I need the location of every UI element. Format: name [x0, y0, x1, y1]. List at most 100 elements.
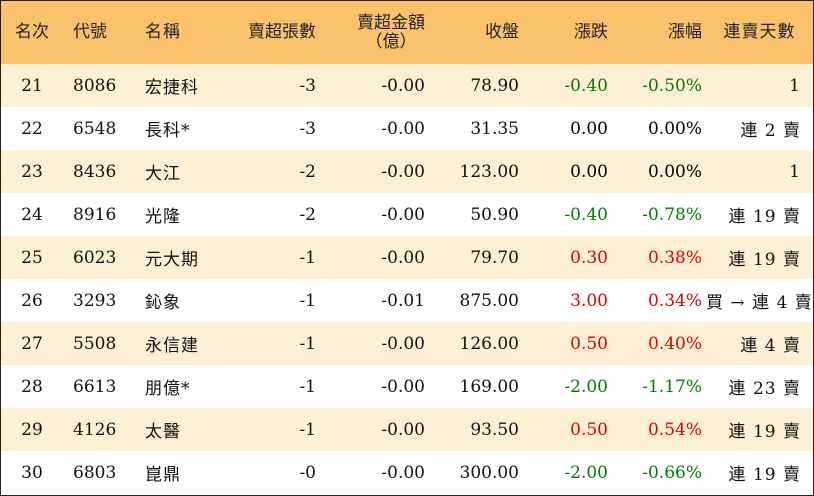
change-cell: -2.00	[564, 462, 608, 483]
consecutive-days-cell: 1	[789, 161, 801, 182]
table-row[interactable]: 21 8086 宏捷科 -3 -0.00 78.90 -0.40 -0.50% 1	[1, 64, 813, 107]
sell-volume-cell: -1	[299, 419, 316, 440]
stock-code-cell[interactable]: 6803	[73, 462, 117, 483]
consecutive-days-cell: 連 23 賣	[728, 379, 801, 399]
sell-amount-cell: -0.00	[381, 419, 425, 440]
stock-name-cell[interactable]: 元大期	[145, 250, 199, 270]
consecutive-days-cell: 買 → 連 4 賣	[706, 293, 813, 313]
consecutive-days-cell: 連 4 賣	[740, 336, 801, 356]
table-row[interactable]: 28 6613 朋億* -1 -0.00 169.00 -2.00 -1.17% 連 23 賣	[1, 365, 813, 408]
stock-name-cell[interactable]: 永信建	[145, 336, 199, 356]
close-price-cell: 169.00	[459, 376, 519, 397]
header-sell-amount-label: 賣超金額 （億）	[357, 12, 425, 52]
table-row[interactable]: 27 5508 永信建 -1 -0.00 126.00 0.50 0.40% 連 4 賣	[1, 322, 813, 365]
change-percent-cell: -0.66%	[642, 462, 702, 483]
header-close[interactable]: 收盤	[485, 22, 519, 42]
stock-name-cell[interactable]: 光隆	[145, 207, 181, 227]
consecutive-days-cell: 連 19 賣	[728, 207, 801, 227]
sell-amount-cell: -0.00	[381, 333, 425, 354]
close-price-cell: 31.35	[470, 118, 519, 139]
header-name[interactable]: 名稱	[145, 22, 181, 42]
rank-cell: 22	[21, 118, 43, 139]
rank-cell: 21	[21, 75, 43, 96]
change-cell: 0.00	[570, 161, 608, 182]
header-code[interactable]: 代號	[73, 22, 107, 42]
table-row[interactable]: 26 3293 鈊象 -1 -0.01 875.00 3.00 0.34% 買 → 連 4 賣	[1, 279, 813, 322]
stock-code-cell[interactable]: 4126	[73, 419, 117, 440]
sell-amount-cell: -0.00	[381, 204, 425, 225]
sell-amount-cell: -0.00	[381, 161, 425, 182]
stock-code-cell[interactable]: 8436	[73, 161, 117, 182]
header-rank[interactable]: 名次	[15, 22, 49, 42]
sell-amount-cell: -0.00	[381, 75, 425, 96]
sell-volume-cell: -3	[299, 118, 316, 139]
table-body: 21 8086 宏捷科 -3 -0.00 78.90 -0.40 -0.50% 1 22 6548 長…	[1, 64, 813, 494]
rank-cell: 29	[21, 419, 43, 440]
rank-cell: 28	[21, 376, 43, 397]
rank-cell: 25	[21, 247, 43, 268]
header-sell-amount[interactable]: 賣超金額 （億）	[320, 1, 429, 64]
close-price-cell: 50.90	[470, 204, 519, 225]
change-percent-cell: 0.40%	[647, 333, 702, 354]
header-sell-amount-line2: （億）	[365, 31, 417, 52]
table-row[interactable]: 22 6548 長科* -3 -0.00 31.35 0.00 0.00% 連 2 賣	[1, 107, 813, 150]
stock-name-cell[interactable]: 朋億*	[145, 379, 191, 399]
change-cell: -2.00	[564, 376, 608, 397]
sell-volume-cell: -1	[299, 333, 316, 354]
header-sell-volume[interactable]: 賣超張數	[248, 22, 316, 42]
stock-name-cell[interactable]: 崑鼎	[145, 465, 181, 485]
change-cell: 3.00	[570, 290, 608, 311]
stock-code-cell[interactable]: 8916	[73, 204, 117, 225]
change-percent-cell: -0.78%	[642, 204, 702, 225]
close-price-cell: 123.00	[459, 161, 519, 182]
sell-amount-cell: -0.00	[381, 247, 425, 268]
header-sell-amount-line1: 賣超金額	[357, 12, 425, 33]
change-percent-cell: 0.34%	[647, 290, 702, 311]
stock-code-cell[interactable]: 6023	[73, 247, 117, 268]
rank-cell: 26	[21, 290, 43, 311]
change-percent-cell: 0.00%	[647, 118, 702, 139]
stock-code-cell[interactable]: 5508	[73, 333, 117, 354]
change-percent-cell: 0.00%	[647, 161, 702, 182]
rank-cell: 23	[21, 161, 43, 182]
sell-volume-cell: -3	[299, 75, 316, 96]
consecutive-days-cell: 連 19 賣	[728, 250, 801, 270]
header-consecutive-days[interactable]: 連賣天數	[723, 22, 796, 42]
sell-volume-cell: -1	[299, 290, 316, 311]
stock-code-cell[interactable]: 6548	[73, 118, 117, 139]
consecutive-days-cell: 連 19 賣	[728, 465, 801, 485]
header-row: 名次 代號 名稱 賣超張數 賣超金額 （億） 收盤 漲跌 漲幅 連賣天數	[1, 1, 813, 64]
stock-name-cell[interactable]: 宏捷科	[145, 78, 199, 98]
consecutive-days-cell: 1	[789, 75, 801, 96]
stock-name-cell[interactable]: 太醫	[145, 422, 181, 442]
stock-name-cell[interactable]: 鈊象	[145, 293, 181, 313]
sell-volume-cell: -0	[299, 462, 316, 483]
change-percent-cell: 0.38%	[647, 247, 702, 268]
change-cell: 0.00	[570, 118, 608, 139]
stock-name-cell[interactable]: 長科*	[145, 121, 191, 141]
rank-cell: 24	[21, 204, 43, 225]
change-percent-cell: -0.50%	[642, 75, 702, 96]
table-row[interactable]: 23 8436 大江 -2 -0.00 123.00 0.00 0.00% 1	[1, 150, 813, 193]
close-price-cell: 93.50	[470, 419, 519, 440]
consecutive-days-cell: 連 19 賣	[728, 422, 801, 442]
rank-cell: 30	[21, 462, 43, 483]
table-header: 名次 代號 名稱 賣超張數 賣超金額 （億） 收盤 漲跌 漲幅 連賣天數	[1, 1, 813, 64]
change-percent-cell: -1.17%	[642, 376, 702, 397]
sell-volume-cell: -1	[299, 376, 316, 397]
stock-code-cell[interactable]: 3293	[73, 290, 117, 311]
table-row[interactable]: 24 8916 光隆 -2 -0.00 50.90 -0.40 -0.78% 連 19 賣	[1, 193, 813, 236]
stock-code-cell[interactable]: 6613	[73, 376, 117, 397]
table-row[interactable]: 30 6803 崑鼎 -0 -0.00 300.00 -2.00 -0.66% 連 19 賣	[1, 451, 813, 494]
change-cell: -0.40	[564, 75, 608, 96]
sell-volume-cell: -1	[299, 247, 316, 268]
header-change-percent[interactable]: 漲幅	[668, 22, 702, 42]
sell-amount-cell: -0.01	[381, 290, 425, 311]
stock-code-cell[interactable]: 8086	[73, 75, 117, 96]
table-row[interactable]: 25 6023 元大期 -1 -0.00 79.70 0.30 0.38% 連 19 賣	[1, 236, 813, 279]
change-cell: 0.50	[570, 419, 608, 440]
stock-name-cell[interactable]: 大江	[145, 164, 181, 184]
table-row[interactable]: 29 4126 太醫 -1 -0.00 93.50 0.50 0.54% 連 19 賣	[1, 408, 813, 451]
header-change[interactable]: 漲跌	[574, 22, 608, 42]
